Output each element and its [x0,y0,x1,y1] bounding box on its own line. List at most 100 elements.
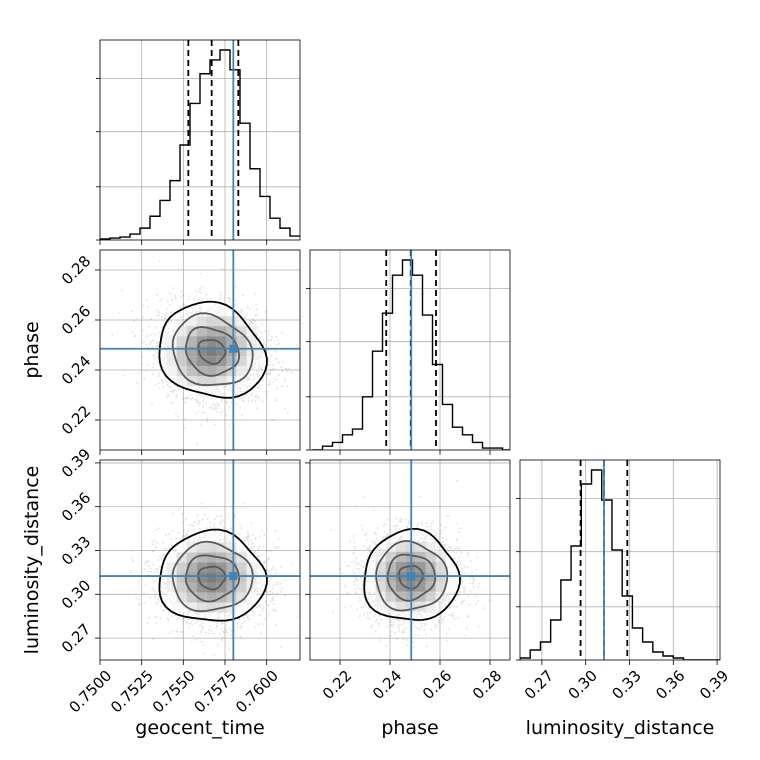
density-content [100,460,300,660]
y-tick-label-phase: 0.28 [58,252,94,288]
density-cell [206,532,217,543]
density-cell [226,552,237,563]
density-cell [216,336,227,347]
density-cell [166,582,177,593]
density-cell [206,376,217,387]
density-cell [186,552,197,563]
density-cell [375,561,386,572]
panel-frame [309,249,511,451]
density-cell [236,336,247,347]
density-cell [166,592,177,603]
density-phase-vs-geocent-time [95,249,301,455]
density-cell [206,572,217,583]
density-cell [206,386,217,397]
histogram-luminosity-distance [516,459,721,665]
density-cell [166,572,177,583]
x-tick-label-luminosity-distance: 0.36 [652,667,688,703]
density-cell [236,346,247,357]
density-cell [166,562,177,573]
density-cell [226,562,237,573]
density-cell [246,572,257,583]
histogram-phase [306,249,511,455]
panel-frame [99,39,301,241]
x-tick-label-luminosity-distance: 0.27 [521,667,557,703]
density-cell [196,602,207,613]
density-cell [186,602,197,613]
density-content [100,250,300,450]
y-tick-label-luminosity-distance: 0.39 [58,445,94,481]
density-cell [226,356,237,367]
y-tick-label-phase: 0.24 [58,352,94,388]
density-cell [206,326,217,337]
density-cell [186,572,197,583]
density-cell [236,316,247,327]
contour-level-4 [158,528,268,622]
y-axis-label-luminosity-distance: luminosity_distance [21,466,43,655]
density-cell [176,562,187,573]
density-cell [176,592,187,603]
contour-level-3 [171,312,254,387]
x-tick-label-geocent-time: 0.7550 [149,667,199,717]
density-cell [206,552,217,563]
density-cell [415,581,426,592]
x-tick-label-luminosity-distance: 0.30 [565,667,601,703]
density-cell [176,326,187,337]
density-cell [206,366,217,377]
y-tick-label-phase: 0.22 [58,402,94,438]
density-cell [375,581,386,592]
density-cell [445,581,456,592]
density-cell [176,572,187,583]
density-cell [236,582,247,593]
density-cell [206,542,217,553]
density-cell [385,561,396,572]
panel-frame [99,459,301,661]
density-cell [425,551,436,562]
histogram-step [520,469,720,660]
density-cell [425,561,436,572]
x-tick-label-phase: 0.28 [469,667,505,703]
scatter-points [111,260,300,446]
contour-level-2 [184,326,241,377]
density-cell [425,591,436,602]
density-content [310,460,510,660]
x-axis-label-geocent-time: geocent_time [135,717,264,739]
truth-marker [407,572,416,581]
density-cell [186,336,197,347]
contour-level-4 [158,300,268,399]
density-cell [415,561,426,572]
density-cell [375,551,386,562]
density-cell [206,356,217,367]
x-tick-label-geocent-time: 0.7575 [190,667,240,717]
density-luminosity-distance-vs-geocent-time [95,459,301,665]
density-cell [395,561,406,572]
x-tick-label-phase: 0.22 [319,667,355,703]
density-cell [186,356,197,367]
panel-frame [309,459,511,661]
density-cell [216,356,227,367]
density-cell [176,542,187,553]
density-cell [206,582,217,593]
x-axis-label-luminosity-distance: luminosity_distance [526,717,715,739]
density-cell [196,316,207,327]
density-cell [236,602,247,613]
density-cell [176,602,187,613]
density-cell [246,336,257,347]
y-tick-label-luminosity-distance: 0.27 [58,620,94,656]
density-cell [425,541,436,552]
density-cell [216,542,227,553]
density-cell [216,316,227,327]
density-cell [415,591,426,602]
histogram-step [100,49,300,240]
contour-level-2 [184,554,241,603]
density-cell [236,326,247,337]
histogram-bars [100,40,300,240]
density-cell [236,356,247,367]
histogram-bars [312,250,510,450]
density-cell [415,541,426,552]
density-cell [196,542,207,553]
density-cell [166,366,177,377]
x-tick-label-geocent-time: 0.7500 [65,667,115,717]
density-cell [196,562,207,573]
density-cell [365,581,376,592]
